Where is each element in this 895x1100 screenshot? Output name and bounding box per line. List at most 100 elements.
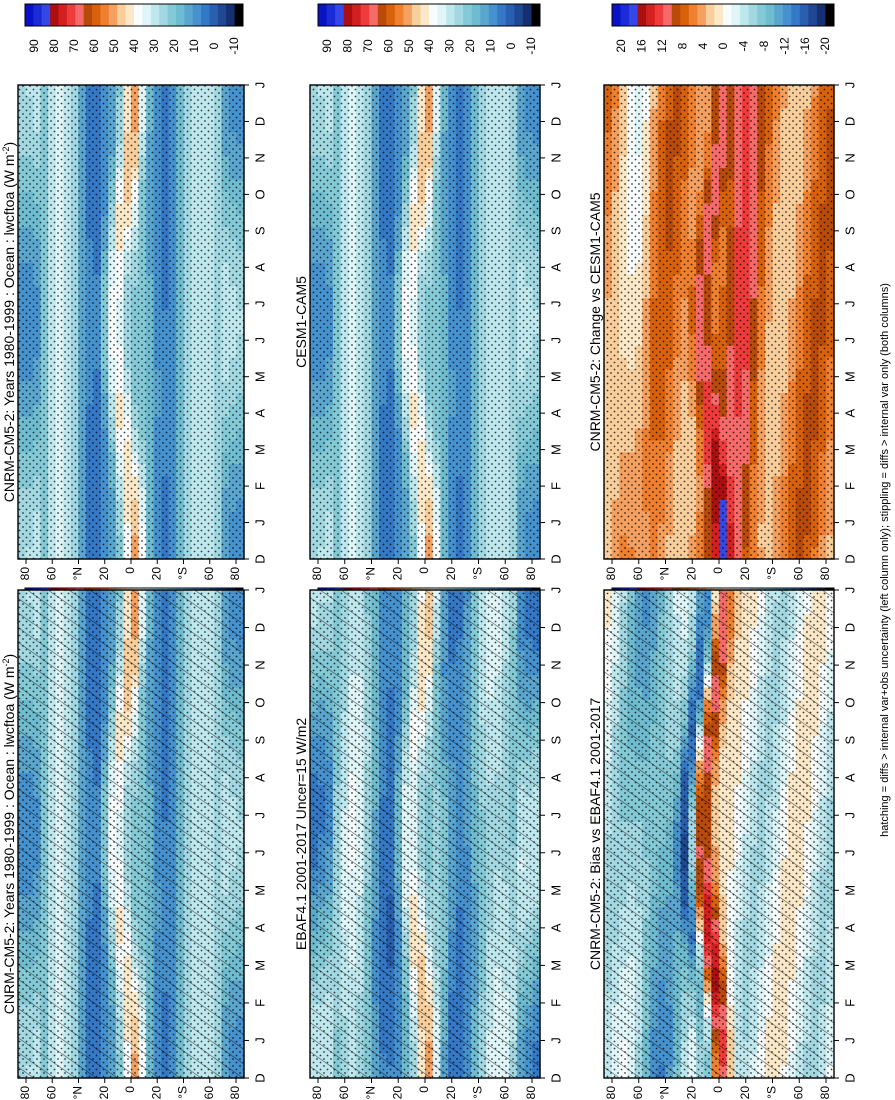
colorbar-tick-label: 20: [167, 39, 181, 53]
panel-title-main: CNRM-CM5-2: Years 1980-1999 : Ocean : lw…: [1, 154, 17, 502]
colorbar-swatch: [420, 4, 430, 26]
latitude-tick-label: °S: [471, 1086, 485, 1099]
colorbar-swatch: [488, 4, 498, 26]
latitude-tick-label: 80: [228, 1086, 242, 1100]
colorbar-tick-label: 90: [320, 39, 334, 53]
month-tick-label: J: [548, 587, 563, 594]
colorbar-tick-label: 90: [27, 39, 41, 53]
month-tick-label: J: [252, 82, 267, 89]
month-tick-label: D: [252, 1073, 267, 1082]
colorbar-swatch: [352, 4, 362, 26]
colorbar-swatch: [58, 4, 68, 26]
month-tick-label: M: [548, 885, 563, 896]
month-tick-label: A: [252, 923, 267, 932]
colorbar-swatch: [326, 4, 336, 26]
colorbar-swatch: [335, 4, 345, 26]
colorbar-swatch: [454, 4, 464, 26]
colorbar-swatch: [167, 4, 177, 26]
latitude-tick-label: 20: [390, 1086, 404, 1100]
colorbar-tick-label: 80: [341, 39, 355, 53]
month-tick-label: M: [252, 960, 267, 971]
month-tick-label: O: [548, 698, 563, 708]
colorbar-swatch: [386, 4, 396, 26]
month-tick-label: S: [252, 735, 267, 744]
latitude-tick-label: 60: [497, 1086, 511, 1100]
month-tick-label: J: [548, 812, 563, 819]
colorbar-swatch: [50, 4, 60, 26]
panel-title: EBAF4.1 2001-2017 Uncer=15 W/m2: [293, 718, 309, 951]
panel-title-tail: ): [1, 654, 17, 659]
colorbar-tick-label: 50: [107, 39, 121, 53]
colorbar-swatch: [125, 4, 135, 26]
colorbar-swatch: [429, 4, 439, 26]
month-tick-label: M: [548, 960, 563, 971]
colorbar-swatch: [318, 4, 328, 26]
latitude-tick-label: °N: [364, 1086, 378, 1099]
month-tick-label: F: [548, 999, 563, 1007]
latitude-tick-label: 20: [444, 1086, 458, 1100]
colorbar-tick-label: 10: [187, 39, 201, 53]
colorbar-swatch: [471, 4, 481, 26]
month-tick-label: S: [548, 735, 563, 744]
colorbar-swatch: [150, 4, 160, 26]
latitude-tick-label: 60: [44, 567, 58, 581]
panel-title-superscript: -2: [1, 146, 11, 154]
panel-title-superscript: -2: [1, 658, 11, 666]
month-tick-label: M: [252, 444, 267, 455]
colorbar-swatch: [159, 4, 169, 26]
colorbar-swatch: [41, 4, 51, 26]
colorbar-tick-label: 70: [67, 39, 81, 53]
month-tick-label: D: [252, 623, 267, 632]
month-tick-label: J: [252, 812, 267, 819]
colorbar-frame: [317, 3, 541, 27]
hatching-overlay: [18, 590, 244, 1078]
month-tick-label: O: [252, 189, 267, 199]
colorbar-swatch: [175, 4, 185, 26]
month-tick-label: J: [252, 850, 267, 857]
panel-title-main: EBAF4.1 2001-2017 Uncer=15 W/m2: [293, 718, 309, 951]
month-tick-label: A: [252, 773, 267, 782]
month-tick-label: A: [548, 773, 563, 782]
colorbar-swatch: [226, 4, 236, 26]
latitude-tick-label: 80: [18, 567, 32, 581]
colorbar-swatch: [394, 4, 404, 26]
colorbar-swatch: [505, 4, 515, 26]
month-tick-label: J: [252, 337, 267, 344]
colorbar-tick-label: 30: [443, 39, 457, 53]
colorbar-swatch: [75, 4, 85, 26]
latitude-tick-label: 20: [149, 567, 163, 581]
month-tick-label: F: [252, 999, 267, 1007]
panel-right-middle: 90 80 70 60 50 40 30 20 10 0 -10CESM1-CAM5DJFMAMJJ…: [293, 3, 563, 580]
colorbar-swatch: [497, 4, 507, 26]
colorbar-swatch: [446, 4, 456, 26]
latitude-tick-label: 80: [310, 1086, 324, 1100]
month-tick-label: D: [252, 554, 267, 563]
colorbar-tick-label: 20: [463, 39, 477, 53]
month-tick-label: S: [252, 226, 267, 235]
latitude-tick-label: °S: [176, 567, 190, 580]
colorbar-tick-label: 40: [422, 39, 436, 53]
colorbar-tick-label: 50: [402, 39, 416, 53]
latitude-tick-label: 60: [202, 1086, 216, 1100]
colorbar-swatch: [437, 4, 447, 26]
latitude-tick-label: 0: [123, 1086, 137, 1093]
colorbar-swatch: [531, 4, 541, 26]
latitude-tick-label: °N: [71, 1086, 85, 1099]
stippling-overlay: [18, 85, 244, 559]
colorbar-swatch: [209, 4, 219, 26]
month-tick-label: D: [548, 1073, 563, 1082]
latitude-tick-label: °N: [71, 567, 85, 580]
colorbar-swatch: [66, 4, 76, 26]
colorbar-swatch: [369, 4, 379, 26]
colorbar-swatch: [343, 4, 353, 26]
colorbar-tick-label: 80: [47, 39, 61, 53]
colorbar-swatch: [360, 4, 370, 26]
latitude-tick-label: 80: [524, 1086, 538, 1100]
panel-title: CNRM-CM5-2: Years 1980-1999 : Ocean : lw…: [1, 142, 17, 502]
panel-title-main: CNRM-CM5-2: Years 1980-1999 : Ocean : lw…: [1, 666, 17, 1014]
latitude-tick-label: 0: [417, 1086, 431, 1093]
latitude-tick-label: 20: [97, 567, 111, 581]
latitude-tick-label: 0: [123, 567, 137, 574]
colorbar-tick-label: 40: [127, 39, 141, 53]
